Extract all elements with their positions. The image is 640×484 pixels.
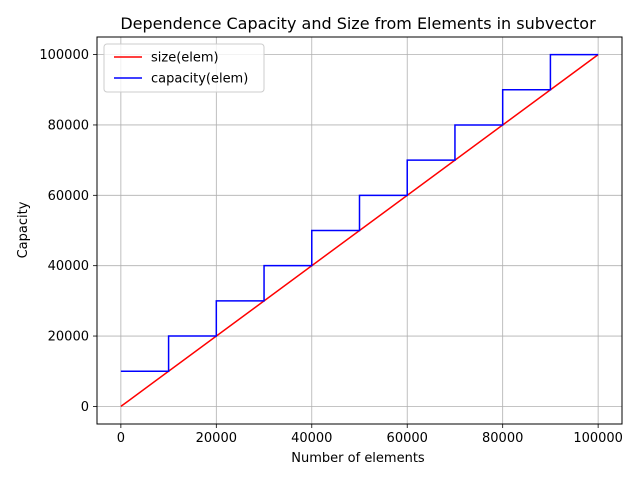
y-tick-label: 0 <box>81 400 89 415</box>
x-tick-label: 40000 <box>291 431 332 446</box>
x-tick-label: 100000 <box>573 431 623 446</box>
y-tick-label: 20000 <box>48 330 89 345</box>
x-tick-label: 80000 <box>482 431 523 446</box>
x-tick-label: 0 <box>117 431 125 446</box>
series-line-capacity <box>120 53 599 372</box>
y-tick-label: 60000 <box>48 189 89 204</box>
plot-frame <box>96 36 623 425</box>
x-tick-label: 20000 <box>196 431 237 446</box>
x-tick-label: 60000 <box>387 431 428 446</box>
y-tick-label: 80000 <box>48 118 89 133</box>
y-tick-label: 40000 <box>48 259 89 274</box>
y-axis-label: Capacity <box>16 201 31 258</box>
legend-label: size(elem) <box>151 51 219 66</box>
legend-label: capacity(elem) <box>151 72 248 87</box>
y-tick-label: 100000 <box>39 48 89 63</box>
legend-box <box>103 43 265 93</box>
legend: size(elem) capacity(elem) <box>103 43 265 93</box>
series-group <box>120 53 599 408</box>
x-axis-label: Number of elements <box>291 451 425 466</box>
chart-title: Dependence Capacity and Size from Elemen… <box>120 14 596 33</box>
ticks: 0 20000 40000 60000 80000 100000 0 20000 40000 60… <box>39 48 623 446</box>
